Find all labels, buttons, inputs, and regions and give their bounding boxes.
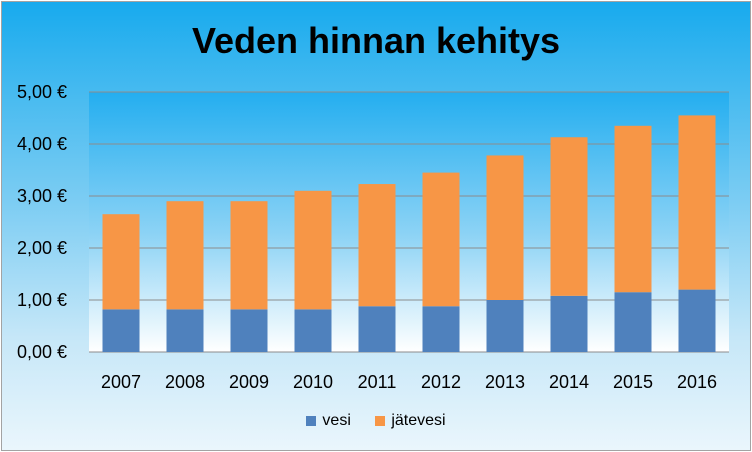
bar-vesi-2007 [102,309,140,352]
x-tick-label: 2016 [677,372,717,392]
legend-item-jatevesi: jätevesi [375,412,446,430]
bar-jatevesi-2007 [102,214,140,310]
legend-swatch-vesi [306,416,317,426]
bar-jatevesi-2015 [614,125,652,293]
bar-jatevesi-2011 [358,184,396,307]
x-tick-label: 2015 [613,372,653,392]
legend-label-vesi: vesi [322,412,351,429]
x-tick-label: 2014 [549,372,589,392]
y-tick-label: 4,00 € [17,134,67,154]
legend-item-vesi: vesi [306,412,351,430]
bar-vesi-2015 [614,292,652,352]
chart-title: Veden hinnan kehitys [191,20,561,61]
bar-vesi-2010 [294,309,332,352]
x-tick-label: 2008 [165,372,205,392]
bar-vesi-2011 [358,306,396,352]
bar-jatevesi-2010 [294,190,332,310]
bar-vesi-2012 [422,306,460,352]
x-tick-label: 2009 [229,372,269,392]
y-tick-label: 2,00 € [17,238,67,258]
bar-vesi-2013 [486,300,524,352]
x-tick-label: 2011 [358,372,397,392]
y-tick-label: 0,00 € [17,342,67,362]
legend: vesi jätevesi [2,412,750,431]
y-tick-label: 1,00 € [17,290,67,310]
bar-vesi-2009 [230,309,268,352]
bar-jatevesi-2013 [486,155,524,300]
x-tick-label: 2010 [293,372,333,392]
bar-vesi-2008 [166,309,204,352]
bar-jatevesi-2012 [422,172,460,307]
bar-jatevesi-2008 [166,201,204,310]
bar-jatevesi-2014 [550,137,588,296]
y-tick-label: 5,00 € [17,82,67,102]
x-tick-label: 2007 [101,372,141,392]
x-tick-label: 2013 [485,372,525,392]
bar-jatevesi-2016 [678,115,716,290]
legend-swatch-jatevesi [375,416,386,426]
y-tick-label: 3,00 € [17,186,67,206]
legend-label-jatevesi: jätevesi [391,412,446,429]
bar-vesi-2014 [550,295,588,352]
bar-vesi-2016 [678,289,716,352]
bar-jatevesi-2009 [230,201,268,310]
x-tick-label: 2012 [421,372,461,392]
